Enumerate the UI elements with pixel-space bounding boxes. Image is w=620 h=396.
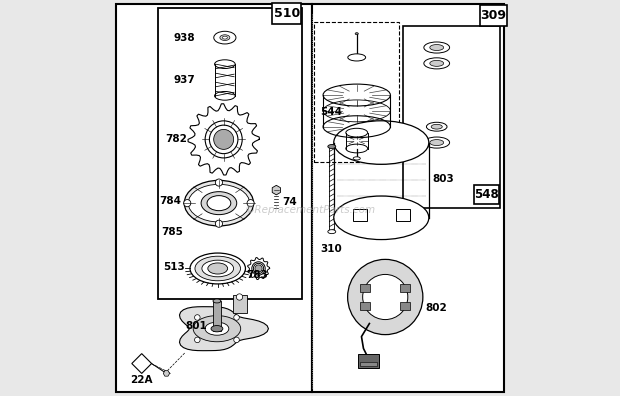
Text: 801: 801 xyxy=(185,320,207,331)
Bar xyxy=(403,26,500,208)
Text: 22A: 22A xyxy=(130,375,153,385)
Ellipse shape xyxy=(193,316,241,342)
Circle shape xyxy=(215,179,223,186)
Ellipse shape xyxy=(215,91,235,100)
Text: 938: 938 xyxy=(174,32,195,43)
Text: 544: 544 xyxy=(320,107,342,117)
Circle shape xyxy=(195,337,200,343)
Circle shape xyxy=(215,220,223,227)
Text: 783: 783 xyxy=(247,270,268,280)
Polygon shape xyxy=(188,104,259,175)
Ellipse shape xyxy=(207,196,231,211)
Circle shape xyxy=(363,274,408,320)
Bar xyxy=(360,362,378,366)
Ellipse shape xyxy=(353,157,360,160)
Bar xyxy=(213,301,221,331)
Ellipse shape xyxy=(346,144,368,153)
Circle shape xyxy=(205,121,242,158)
Circle shape xyxy=(255,265,262,272)
Ellipse shape xyxy=(184,181,254,226)
Text: ©ReplacementParts.com: ©ReplacementParts.com xyxy=(244,205,376,215)
Text: 784: 784 xyxy=(159,196,182,206)
Ellipse shape xyxy=(215,60,235,69)
Circle shape xyxy=(252,262,265,275)
Ellipse shape xyxy=(328,230,336,234)
Ellipse shape xyxy=(214,31,236,44)
Text: 309: 309 xyxy=(480,10,507,22)
Circle shape xyxy=(348,259,423,335)
Ellipse shape xyxy=(424,58,450,69)
Bar xyxy=(480,5,507,26)
Bar xyxy=(157,8,302,299)
Bar xyxy=(396,209,410,221)
Bar xyxy=(232,295,247,313)
Ellipse shape xyxy=(334,196,429,240)
Ellipse shape xyxy=(328,145,336,148)
Bar xyxy=(312,4,504,392)
Ellipse shape xyxy=(430,61,444,67)
Bar xyxy=(400,284,410,291)
Ellipse shape xyxy=(205,322,229,335)
Polygon shape xyxy=(272,185,280,195)
Ellipse shape xyxy=(195,256,241,281)
Text: 802: 802 xyxy=(426,303,448,313)
Ellipse shape xyxy=(430,44,444,51)
Polygon shape xyxy=(132,354,152,373)
Bar xyxy=(272,3,301,24)
Circle shape xyxy=(236,294,242,300)
Ellipse shape xyxy=(211,326,223,332)
Ellipse shape xyxy=(424,137,450,148)
Text: 513: 513 xyxy=(164,262,185,272)
Circle shape xyxy=(247,200,254,207)
Ellipse shape xyxy=(431,124,442,129)
Ellipse shape xyxy=(355,32,358,35)
Ellipse shape xyxy=(346,128,368,137)
Polygon shape xyxy=(247,257,270,280)
Text: 782: 782 xyxy=(166,134,187,145)
Ellipse shape xyxy=(430,140,444,146)
Polygon shape xyxy=(163,371,170,376)
Text: 74: 74 xyxy=(282,197,297,207)
Text: 937: 937 xyxy=(174,75,195,85)
Ellipse shape xyxy=(190,253,246,284)
Bar xyxy=(358,354,379,368)
Circle shape xyxy=(234,337,239,343)
Ellipse shape xyxy=(427,122,447,131)
Ellipse shape xyxy=(208,263,228,274)
Circle shape xyxy=(234,315,239,320)
Text: 510: 510 xyxy=(273,8,299,20)
Circle shape xyxy=(214,129,234,149)
Text: 785: 785 xyxy=(161,227,184,237)
Bar xyxy=(360,284,370,291)
Bar xyxy=(474,185,499,204)
Bar xyxy=(314,22,399,162)
Ellipse shape xyxy=(202,260,234,277)
Text: 310: 310 xyxy=(320,244,342,255)
Ellipse shape xyxy=(348,54,366,61)
Ellipse shape xyxy=(223,36,228,39)
Text: 803: 803 xyxy=(432,174,454,184)
Text: 548: 548 xyxy=(474,188,498,201)
Ellipse shape xyxy=(213,299,221,303)
Bar xyxy=(353,209,367,221)
Ellipse shape xyxy=(220,35,230,40)
Bar xyxy=(116,4,312,392)
Ellipse shape xyxy=(188,185,250,222)
Ellipse shape xyxy=(424,42,450,53)
Ellipse shape xyxy=(201,192,237,215)
Ellipse shape xyxy=(334,121,429,164)
Bar xyxy=(360,303,370,310)
Circle shape xyxy=(184,200,191,207)
Bar xyxy=(400,303,410,310)
Circle shape xyxy=(195,315,200,320)
Polygon shape xyxy=(180,307,268,351)
